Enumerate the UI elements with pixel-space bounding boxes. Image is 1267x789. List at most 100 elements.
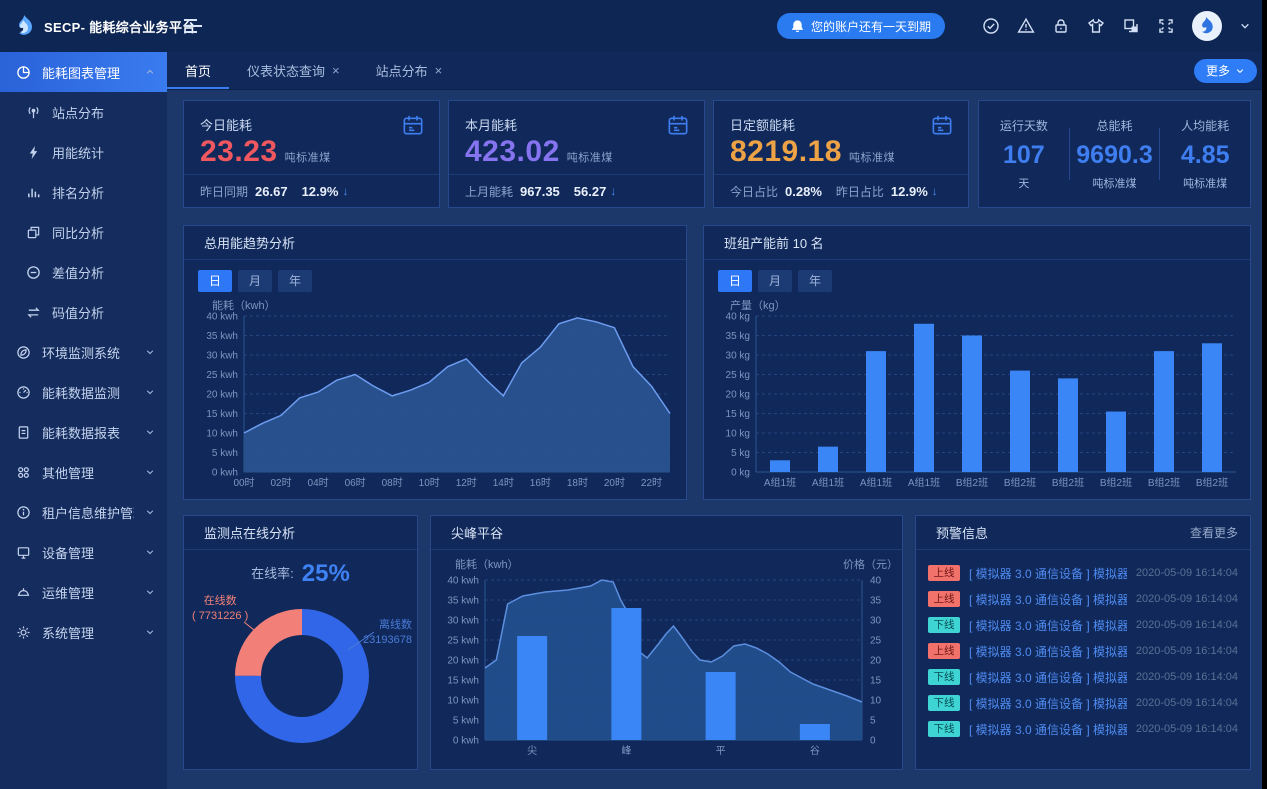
collapse-menu-icon[interactable] — [183, 18, 203, 34]
fullscreen-icon[interactable] — [1157, 17, 1175, 35]
minus-circle-icon — [26, 265, 41, 280]
kpi-footer-label: 昨日同期 — [200, 184, 249, 199]
svg-text:A组1班: A组1班 — [908, 476, 940, 489]
sidebar-item-设备管理[interactable]: 设备管理 — [0, 532, 167, 572]
alert-timestamp: 2020-05-09 16:14:04 — [1135, 593, 1238, 605]
lock-icon[interactable] — [1052, 17, 1070, 35]
user-avatar[interactable] — [1192, 11, 1222, 41]
warning-triangle-icon[interactable] — [1017, 17, 1035, 35]
view-more-link[interactable]: 查看更多 — [1189, 526, 1238, 540]
status-badge[interactable]: 下线 — [928, 721, 960, 737]
period-tab-月[interactable]: 月 — [758, 270, 792, 292]
panel-header: 监测点在线分析 — [184, 516, 417, 550]
sidebar-subitem-站点分布[interactable]: 站点分布 — [0, 92, 167, 132]
chevron-down-icon — [145, 627, 155, 637]
period-tab-年[interactable]: 年 — [798, 270, 832, 292]
tab-仪表状态查询[interactable]: 仪表状态查询 × — [229, 52, 358, 89]
svg-text:12时: 12时 — [456, 477, 477, 489]
check-circle-icon[interactable] — [982, 17, 1000, 35]
alert-timestamp: 2020-05-09 16:14:04 — [1135, 619, 1238, 631]
alert-device-link[interactable]: [ 模拟器 3.0 通信设备 ] 模拟器 3.0... — [969, 722, 1127, 737]
tab-label: 首页 — [185, 64, 212, 79]
alert-row: 上线 [ 模拟器 3.0 通信设备 ] 模拟器 3.0... 2020-05-09 … — [928, 586, 1238, 612]
status-badge[interactable]: 上线 — [928, 643, 960, 659]
svg-text:18时: 18时 — [567, 477, 588, 489]
sidebar-item-其他管理[interactable]: 其他管理 — [0, 452, 167, 492]
divider — [1159, 128, 1161, 180]
kpi-footer: 今日占比 0.28% 昨日占比 12.9% ↓ — [714, 174, 968, 207]
tab-首页[interactable]: 首页 — [167, 52, 229, 89]
alert-timestamp: 2020-05-09 16:14:04 — [1135, 671, 1238, 683]
sidebar-subitem-差值分析[interactable]: 差值分析 — [0, 252, 167, 292]
stat-总能耗: 总能耗 9690.3 吨标准煤 — [1070, 117, 1160, 191]
stat-value: 107 — [1002, 141, 1045, 169]
period-tab-日[interactable]: 日 — [198, 270, 232, 292]
sidebar-item-环境监测系统[interactable]: 环境监测系统 — [0, 332, 167, 372]
svg-text:15 kg: 15 kg — [726, 409, 750, 420]
theme-tshirt-icon[interactable] — [1087, 17, 1105, 35]
svg-text:14时: 14时 — [493, 477, 514, 489]
stat-运行天数: 运行天数 107 天 — [979, 117, 1069, 191]
alert-timestamp: 2020-05-09 16:14:04 — [1135, 645, 1238, 657]
sidebar-subitem-用能统计[interactable]: 用能统计 — [0, 132, 167, 172]
sidebar-item-运维管理[interactable]: 运维管理 — [0, 572, 167, 612]
alert-device-link[interactable]: [ 模拟器 3.0 通信设备 ] 模拟器 3.0... — [969, 696, 1127, 711]
sidebar-item-label: 环境监测系统 — [42, 345, 121, 361]
panel-title: 尖峰平谷 — [451, 526, 504, 541]
helmet-icon — [16, 585, 31, 600]
sidebar-item-能耗数据监测[interactable]: 能耗数据监测 — [0, 372, 167, 412]
svg-text:平: 平 — [716, 746, 726, 757]
tab-站点分布[interactable]: 站点分布 × — [358, 52, 461, 89]
period-tab-月[interactable]: 月 — [238, 270, 272, 292]
chevron-down-icon[interactable] — [1239, 20, 1251, 32]
svg-text:25 kwh: 25 kwh — [206, 370, 238, 381]
alert-device-link[interactable]: [ 模拟器 3.0 通信设备 ] 模拟器 3.0... — [969, 618, 1127, 633]
alert-device-link[interactable]: [ 模拟器 3.0 通信设备 ] 模拟器 3.0... — [969, 670, 1127, 685]
account-expiry-notice[interactable]: 您的账户还有一天到期 — [776, 13, 945, 39]
sidebar-subitem-同比分析[interactable]: 同比分析 — [0, 212, 167, 252]
status-badge[interactable]: 上线 — [928, 565, 960, 581]
sidebar-item-能耗数据报表[interactable]: 能耗数据报表 — [0, 412, 167, 452]
svg-text:08时: 08时 — [382, 477, 403, 489]
alert-device-link[interactable]: [ 模拟器 3.0 通信设备 ] 模拟器 3.0... — [969, 592, 1127, 607]
sidebar-item-租户信息维护管理[interactable]: 租户信息维护管理 — [0, 492, 167, 532]
sidebar-item-系统管理[interactable]: 系统管理 — [0, 612, 167, 652]
sidebar-subitem-排名分析[interactable]: 排名分析 — [0, 172, 167, 212]
status-badge[interactable]: 上线 — [928, 591, 960, 607]
panel-title: 监测点在线分析 — [204, 526, 296, 541]
gauge-icon — [16, 385, 31, 400]
copy-icon — [26, 225, 41, 240]
teams-chart-panel: 班组产能前 10 名 日月年 0 kg 5 kg 10 kg 15 kg 20 kg 25… — [703, 225, 1251, 500]
chevron-down-icon — [145, 427, 155, 437]
sidebar-item-label: 能耗数据报表 — [42, 425, 121, 441]
status-badge[interactable]: 下线 — [928, 669, 960, 685]
alert-timestamp: 2020-05-09 16:14:04 — [1135, 567, 1238, 579]
svg-text:15 kwh: 15 kwh — [447, 676, 479, 687]
svg-text:A组1班: A组1班 — [764, 476, 796, 489]
alert-row: 上线 [ 模拟器 3.0 通信设备 ] 模拟器 3.0... 2020-05-09 … — [928, 560, 1238, 586]
period-tab-年[interactable]: 年 — [278, 270, 312, 292]
sidebar-item-label: 能耗数据监测 — [42, 385, 121, 401]
svg-text:A组1班: A组1班 — [860, 476, 892, 489]
bell-icon — [791, 19, 804, 33]
sidebar-subitem-码值分析[interactable]: 码值分析 — [0, 292, 167, 332]
period-tab-日[interactable]: 日 — [718, 270, 752, 292]
sidebar-subitem-label: 同比分析 — [52, 225, 105, 241]
more-tabs-button[interactable]: 更多 — [1193, 58, 1257, 83]
sidebar-item-能耗图表管理[interactable]: 能耗图表管理 — [0, 52, 167, 92]
sidebar-subitem-label: 差值分析 — [52, 265, 105, 281]
kpi-title: 日定额能耗 — [730, 118, 796, 133]
status-badge[interactable]: 下线 — [928, 695, 960, 711]
multi-window-icon[interactable] — [1122, 17, 1140, 35]
sidebar-item-label: 运维管理 — [42, 585, 95, 601]
grid-dots-icon — [16, 465, 31, 480]
close-tab-icon[interactable]: × — [434, 63, 443, 78]
alert-device-link[interactable]: [ 模拟器 3.0 通信设备 ] 模拟器 3.0... — [969, 644, 1127, 659]
status-badge[interactable]: 下线 — [928, 617, 960, 633]
close-tab-icon[interactable]: × — [332, 63, 340, 78]
kpi-footer-value: 12.9% — [301, 183, 339, 199]
alert-device-link[interactable]: [ 模拟器 3.0 通信设备 ] 模拟器 3.0... — [969, 566, 1127, 581]
kpi-footer-label: 昨日占比 — [835, 184, 884, 199]
svg-text:0 kg: 0 kg — [731, 468, 750, 479]
kpi-value: 23.23 吨标准煤 — [200, 135, 331, 168]
